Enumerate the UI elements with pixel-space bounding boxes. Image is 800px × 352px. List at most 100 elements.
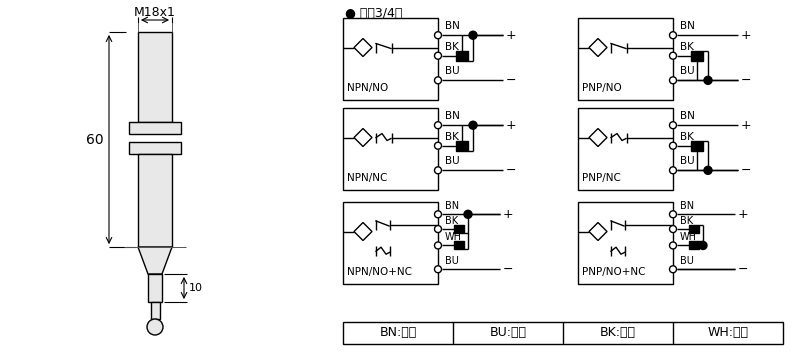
Text: −: − — [393, 221, 402, 231]
Text: −: − — [741, 164, 751, 177]
Text: BU: BU — [680, 66, 694, 76]
Text: WH: WH — [445, 232, 462, 243]
Circle shape — [670, 167, 677, 174]
Text: +: + — [506, 29, 517, 42]
Bar — [689, 225, 699, 233]
Text: BU:兰色: BU:兰色 — [490, 327, 526, 339]
Bar — [578, 108, 673, 190]
Bar — [138, 32, 172, 122]
Text: −: − — [628, 221, 637, 231]
Circle shape — [434, 77, 442, 84]
Circle shape — [704, 166, 712, 174]
Text: −: − — [741, 74, 751, 87]
Bar — [454, 225, 464, 233]
Circle shape — [434, 52, 442, 59]
Circle shape — [434, 226, 442, 233]
Text: PNP/NO+NC: PNP/NO+NC — [582, 267, 646, 277]
Circle shape — [434, 211, 442, 218]
Bar — [129, 142, 181, 154]
Circle shape — [670, 52, 677, 59]
Text: BK:黑色: BK:黑色 — [600, 327, 636, 339]
Circle shape — [464, 210, 472, 218]
Text: BN: BN — [680, 111, 695, 121]
Circle shape — [670, 242, 677, 249]
Bar — [129, 122, 181, 134]
Text: BN: BN — [445, 111, 460, 121]
Text: M18x1: M18x1 — [134, 6, 176, 19]
Bar — [150, 302, 159, 319]
Bar — [343, 108, 438, 190]
Circle shape — [699, 241, 707, 250]
Circle shape — [670, 226, 677, 233]
Text: BU: BU — [680, 156, 694, 166]
Text: BN: BN — [445, 21, 460, 31]
Bar — [343, 322, 783, 344]
Text: PNP/NC: PNP/NC — [582, 173, 621, 183]
Bar — [456, 141, 468, 151]
Text: NPN/NO+NC: NPN/NO+NC — [347, 267, 412, 277]
Text: 10: 10 — [189, 283, 203, 293]
Text: BK: BK — [445, 132, 459, 142]
Circle shape — [469, 31, 477, 39]
Circle shape — [670, 77, 677, 84]
Bar — [343, 202, 438, 284]
Bar — [691, 141, 703, 151]
Text: BN:棕色: BN:棕色 — [379, 327, 417, 339]
Text: +: + — [741, 29, 752, 42]
Circle shape — [469, 121, 477, 129]
Circle shape — [434, 122, 442, 129]
Text: 60: 60 — [86, 132, 104, 146]
Text: PNP/NO: PNP/NO — [582, 83, 622, 93]
Bar — [691, 51, 703, 61]
Text: BU: BU — [445, 66, 460, 76]
Text: −: − — [396, 133, 406, 144]
Text: +: + — [503, 208, 514, 221]
Circle shape — [434, 142, 442, 149]
Text: −: − — [396, 44, 406, 54]
Circle shape — [147, 319, 163, 335]
Bar — [454, 241, 464, 250]
Text: −: − — [631, 133, 640, 144]
Text: ● 直涁3/4线: ● 直涁3/4线 — [345, 7, 402, 20]
Text: +: + — [738, 208, 749, 221]
Circle shape — [434, 32, 442, 39]
Circle shape — [434, 266, 442, 273]
Text: +: + — [506, 119, 517, 132]
Bar — [148, 274, 162, 302]
Circle shape — [704, 76, 712, 84]
Text: BU: BU — [445, 156, 460, 166]
Text: BN: BN — [445, 201, 459, 211]
Text: BU: BU — [680, 256, 694, 266]
Text: BU: BU — [445, 256, 459, 266]
Text: BK: BK — [680, 132, 694, 142]
Text: WH:白色: WH:白色 — [707, 327, 749, 339]
Bar — [138, 154, 172, 247]
Circle shape — [670, 266, 677, 273]
Text: −: − — [506, 74, 517, 87]
Bar — [343, 18, 438, 100]
Text: −: − — [631, 44, 640, 54]
Circle shape — [670, 32, 677, 39]
Circle shape — [670, 122, 677, 129]
Text: −: − — [503, 263, 514, 276]
Text: BN: BN — [680, 201, 694, 211]
Text: BK: BK — [445, 42, 459, 52]
Text: WH: WH — [680, 232, 697, 243]
Circle shape — [434, 167, 442, 174]
Text: BK: BK — [445, 216, 458, 226]
Text: BK: BK — [680, 216, 693, 226]
Text: NPN/NC: NPN/NC — [347, 173, 387, 183]
Polygon shape — [138, 247, 172, 274]
Text: −: − — [506, 164, 517, 177]
Text: BN: BN — [680, 21, 695, 31]
Text: −: − — [738, 263, 749, 276]
Text: NPN/NO: NPN/NO — [347, 83, 388, 93]
Bar — [578, 202, 673, 284]
Text: +: + — [741, 119, 752, 132]
Bar — [456, 51, 468, 61]
Circle shape — [670, 142, 677, 149]
Bar — [689, 241, 699, 250]
Circle shape — [670, 211, 677, 218]
Text: BK: BK — [680, 42, 694, 52]
Circle shape — [434, 242, 442, 249]
